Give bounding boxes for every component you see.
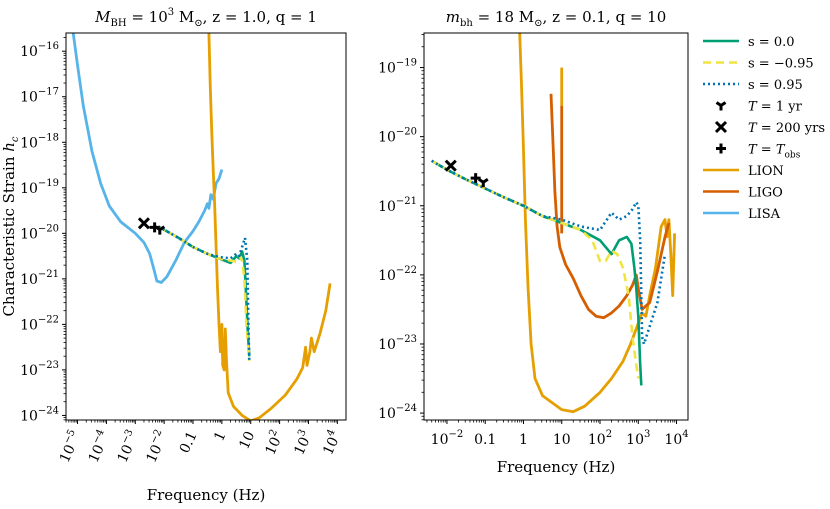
x-tick-label: 10−5 <box>54 428 85 466</box>
series-line-lisa <box>71 33 224 284</box>
y-tick-label: 10−22 <box>378 265 417 284</box>
legend-label: T = 1 yr <box>748 100 803 115</box>
y-tick-label: 10−23 <box>378 334 417 353</box>
legend-item: s = −0.95 <box>703 57 814 72</box>
series-line-s-0-0 <box>157 225 251 357</box>
panel-title: MBH = 103 M⊙, z = 1.0, q = 1 <box>94 7 317 29</box>
x-tick-label: 10−2 <box>141 428 172 466</box>
y-tick-label: 10−19 <box>20 178 59 197</box>
legend-item: T = Tobs <box>716 143 801 161</box>
plot-area <box>71 33 332 420</box>
legend-item: LISA <box>703 207 781 222</box>
legend-label: s = −0.95 <box>748 57 814 72</box>
marker-tri <box>154 225 166 235</box>
legend-item: s = 0.95 <box>703 78 803 93</box>
marker-x <box>444 159 457 172</box>
x-tick-label: 10−3 <box>112 428 143 466</box>
y-tick-label: 10−18 <box>20 132 59 151</box>
series-line-s-0-95 <box>157 225 251 361</box>
legend-label: LISA <box>748 207 781 222</box>
y-tick-label: 10−24 <box>20 405 59 424</box>
legend-label: T = Tobs <box>748 143 801 161</box>
marker-x <box>137 217 150 230</box>
legend-item: T = 200 yrs <box>714 120 825 136</box>
legend-label: LIGO <box>748 186 783 201</box>
x-tick-label: 10 <box>236 429 258 452</box>
marker-plus <box>470 173 481 184</box>
series-line-lion <box>518 33 676 414</box>
series-line-s-0-0 <box>431 159 643 386</box>
x-tick-label: 10−2 <box>431 429 464 448</box>
x-tick-label: 104 <box>664 429 688 448</box>
series-line-s-0-95 <box>431 159 640 379</box>
y-tick-label: 10−23 <box>20 360 59 379</box>
legend-item: LION <box>703 164 784 179</box>
plot-area <box>431 33 676 414</box>
legend: s = 0.0 s = −0.95 s = 0.95 T = 1 yr T = 200 … <box>703 35 825 222</box>
x-tick-label: 0.1 <box>474 432 496 448</box>
x-tick-label: 0.1 <box>177 429 201 456</box>
x-tick-label: 10 <box>553 432 571 448</box>
x-tick-label: 103 <box>289 428 316 458</box>
y-tick-label: 10−22 <box>20 314 59 333</box>
legend-marker-x <box>714 120 728 134</box>
legend-label: T = 200 yrs <box>748 121 825 136</box>
x-tick-label: 1 <box>519 432 528 448</box>
y-tick-label: 10−21 <box>20 269 59 288</box>
x-tick-label: 10−4 <box>83 428 114 466</box>
x-axis-label: Frequency (Hz) <box>497 458 616 476</box>
marker-tri <box>477 178 489 188</box>
series-line-lion <box>207 33 332 420</box>
legend-label: s = 0.0 <box>748 35 795 50</box>
x-axis-label: Frequency (Hz) <box>147 486 266 504</box>
x-tick-label: 104 <box>318 428 345 458</box>
x-tick-label: 102 <box>260 428 287 458</box>
y-tick-label: 10−19 <box>378 58 417 77</box>
legend-item: s = 0.0 <box>703 35 795 50</box>
series-line-s-0-95 <box>431 159 667 346</box>
series-line-ligo <box>549 93 671 320</box>
x-tick-label: 1 <box>211 429 229 444</box>
x-tick-label: 102 <box>588 429 612 448</box>
series-line-s-0-95 <box>157 225 251 361</box>
panel-title: mbh = 18 M⊙, z = 0.1, q = 10 <box>446 8 667 29</box>
legend-label: s = 0.95 <box>748 78 803 93</box>
y-tick-label: 10−16 <box>20 41 59 60</box>
y-tick-label: 10−20 <box>378 127 417 146</box>
y-tick-label: 10−17 <box>20 87 59 106</box>
right-panel: 10−2 0.1 1 10 102 103 104 10−19 10−20 10−21 10−22 1… <box>378 8 689 476</box>
y-tick-label: 10−21 <box>378 196 417 215</box>
axes-frame <box>65 32 347 421</box>
y-axis-label: Characteristic Strain hc <box>0 136 21 316</box>
legend-item: LIGO <box>703 186 783 201</box>
legend-marker-plus <box>716 143 726 154</box>
legend-item: T = 1 yr <box>715 100 803 115</box>
x-tick-label: 103 <box>626 429 650 448</box>
y-tick-label: 10−20 <box>20 223 59 242</box>
y-tick-label: 10−24 <box>378 403 417 422</box>
legend-marker-tri <box>715 101 727 111</box>
legend-label: LION <box>748 164 784 179</box>
